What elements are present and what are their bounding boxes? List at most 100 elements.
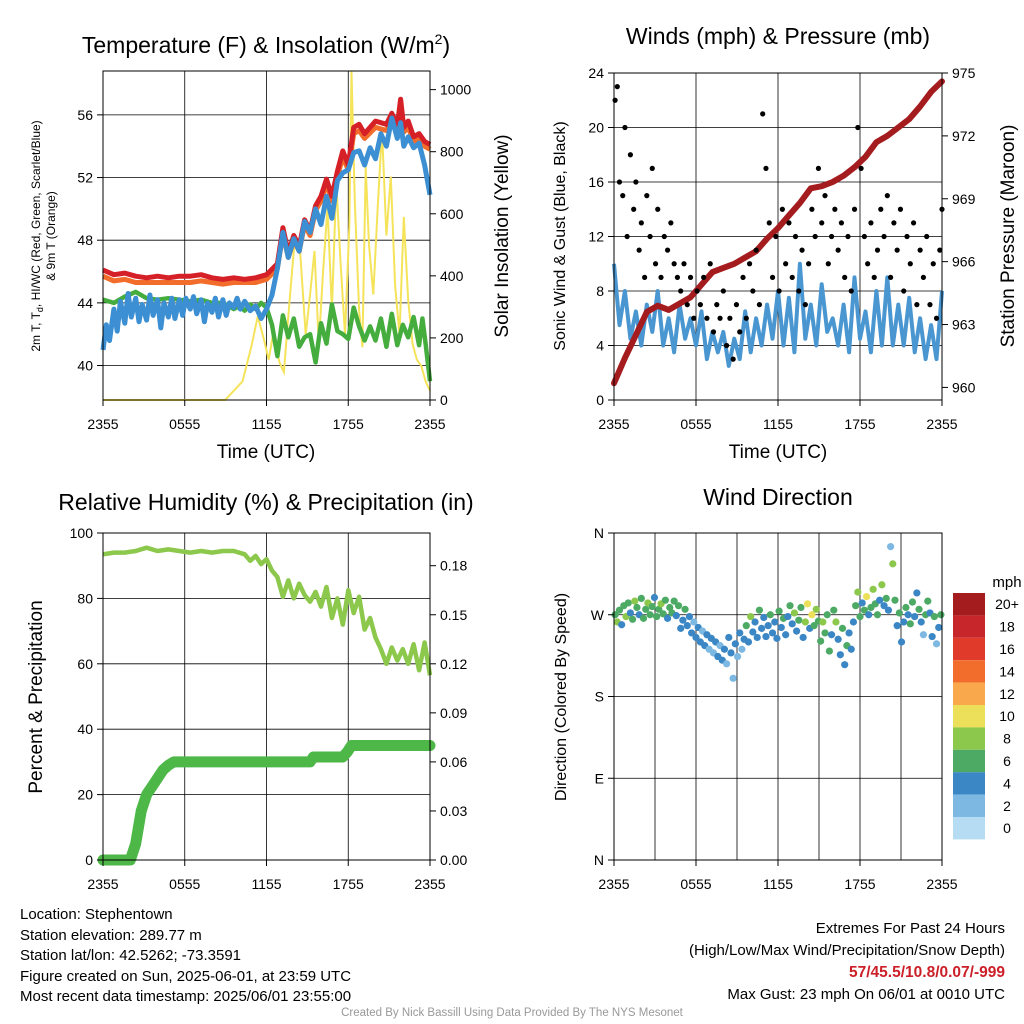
humidity-y2tick-label: 0.00 [440,852,467,868]
wind-direction-point [845,629,853,637]
wind-direction-point [891,596,899,604]
gust-point [776,288,782,294]
colorbar-swatch [953,705,985,728]
gust-point [746,261,753,267]
wind-direction-ytick-label: S [595,689,604,705]
wind-direction-point [884,606,893,614]
wind-direction-point [672,612,680,620]
wind-direction-point [723,660,731,668]
colorbar-swatch [953,593,985,616]
gust-point [851,206,858,212]
gust-point [717,315,723,321]
wind-direction-point [797,603,805,612]
gust-point [622,124,628,131]
wind-direction-point [683,622,691,630]
gust-point [897,206,904,212]
gust-point [878,206,884,212]
wind-direction-point [908,598,917,606]
colorbar-label: 20+ [995,596,1019,612]
wind-direction-point [827,631,836,639]
wind-direction-point [897,638,906,646]
wind-direction-gridlines [613,532,943,861]
humidity-y2tick-label: 0.09 [440,705,467,721]
wind-direction-point [618,621,626,629]
wind-direction-point [895,609,903,617]
winds-xtick-label: 2355 [598,416,629,432]
gust-point [871,274,877,280]
temperature-xtick-label: 2355 [414,416,445,432]
gust-point [779,206,785,212]
colorbar-label: 0 [1003,820,1011,836]
wind-direction-point [777,623,785,632]
wind-direction-point [663,614,672,622]
colorbar-swatch [953,660,985,683]
gust-point [756,302,763,308]
wind-direction-point [615,606,624,614]
wind-direction-point [854,588,862,596]
gust-point [661,233,667,240]
gust-point [789,274,795,280]
gust-point [671,261,677,267]
humidity-ytick-label: 100 [70,525,94,541]
humidity-y2tick-label: 0.12 [440,656,467,672]
gust-point [658,274,664,280]
colorbar-swatch [953,817,985,840]
wind-direction-point [628,615,637,623]
wind-direction-xtick-label: 1155 [763,876,793,892]
wind-direction-point [935,623,943,632]
gust-point [933,315,940,321]
gust-point [649,165,655,171]
gust-point [638,220,644,226]
wind-direction-point [775,607,783,615]
gust-point [644,193,650,199]
temperature-y2tick-label: 800 [440,144,464,160]
colorbar-swatch [953,727,985,750]
gust-point [920,274,927,280]
winds-xtick-label: 2355 [926,416,957,432]
wind-direction-point [747,612,755,621]
gust-point [614,84,620,90]
wind-direction-point [642,605,650,613]
colorbar-swatch [953,749,985,773]
gust-point [796,288,802,294]
wind-direction-xtick-label: 2355 [598,876,629,892]
colorbar-swatch [953,615,985,638]
winds-y2tick-label: 960 [952,379,976,395]
wind-direction-panel: Wind Direction 2355 0555 1155 1755 2355 N E S W N… [553,484,1022,892]
extremes-subtitle: (High/Low/Max Wind/Precipitation/Snow De… [689,942,1005,959]
wind-direction-point [685,612,694,621]
gust-point [917,247,923,253]
gust-point [828,233,835,240]
temperature-y2tick-label: 1000 [440,82,471,98]
gust-point [633,179,639,185]
wind-direction-point [887,543,895,551]
gust-point [753,247,759,253]
wind-direction-point [624,599,632,607]
wind-direction-points [611,543,945,682]
gust-point [904,233,910,240]
gust-point [845,233,851,240]
gust-point [612,97,618,103]
wind-direction-point [902,603,910,612]
wind-direction-point [799,633,807,642]
wind-direction-point [930,612,938,621]
wind-direction-point [825,647,833,655]
insolation-line [103,70,431,401]
wind-direction-point [653,612,661,621]
station-pressure-line [611,78,945,387]
wind-direction-point [688,629,696,637]
gust-point [678,288,684,294]
humidity-axes: 2355 0555 1155 1755 2355 0 20 40 60 80 100 0.00 0.03… [70,525,468,892]
gust-point [773,233,779,240]
winds-ytick-label: 8 [596,283,604,299]
extremes-block: Extremes For Past 24 Hours (High/Low/Max… [689,918,1005,1006]
colorbar-swatch [953,794,985,817]
gust-point [865,261,871,267]
wind-direction-point [836,651,844,659]
gust-point [624,233,630,240]
gust-point [894,247,900,253]
colorbar-label: 6 [1003,753,1011,769]
gust-point [697,302,703,308]
winds-y2tick-label: 966 [952,254,976,270]
winds-ytick-label: 0 [596,392,604,408]
